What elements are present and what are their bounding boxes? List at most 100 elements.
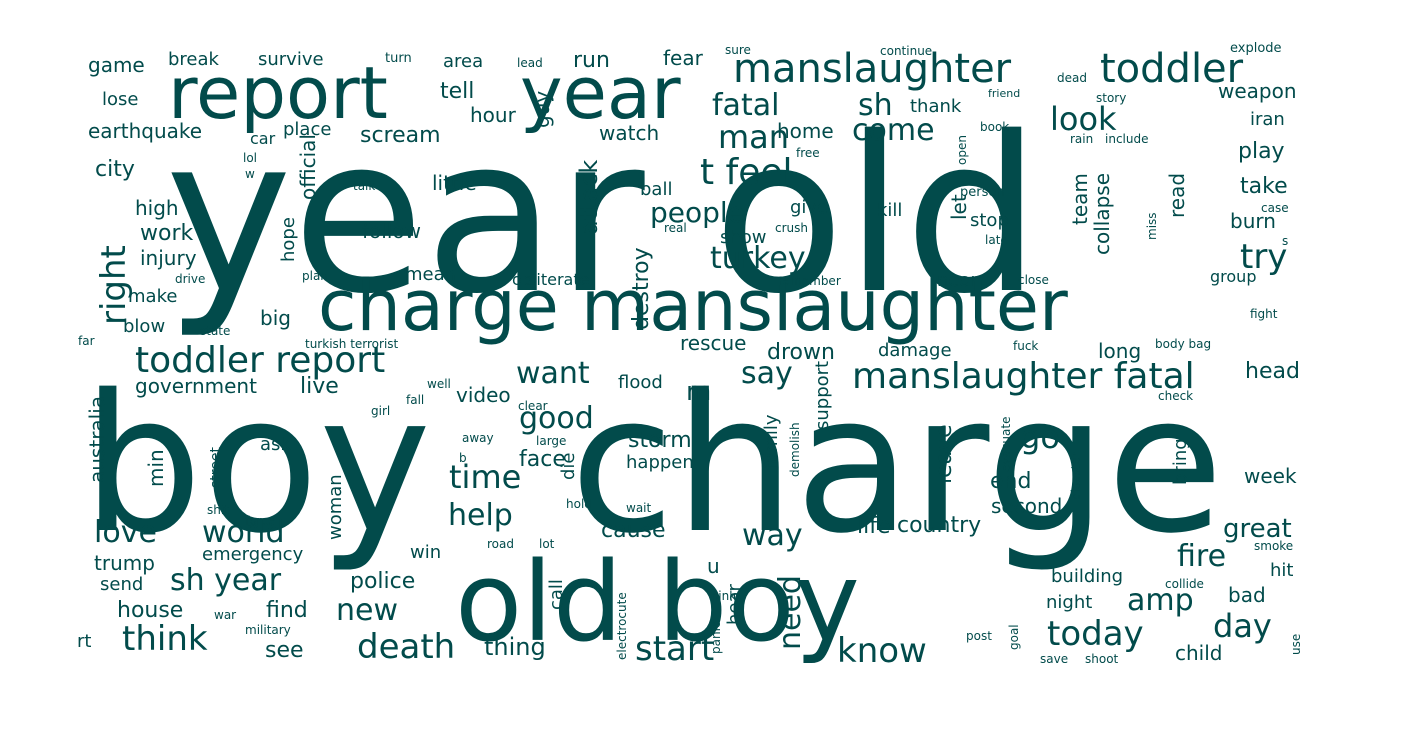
cloud-word-crush: crush: [775, 221, 808, 235]
cloud-word-want: want: [516, 356, 590, 391]
cloud-word-destroy: destroy: [629, 247, 654, 330]
cloud-word-use: use: [1289, 634, 1303, 655]
cloud-word-plan: plan: [302, 269, 328, 283]
cloud-word-tell: tell: [440, 79, 474, 104]
cloud-word-charge: charge: [570, 354, 1224, 575]
cloud-word-blow: blow: [123, 316, 165, 337]
cloud-word-earthquake: earthquake: [88, 119, 202, 143]
cloud-word-people: people: [650, 196, 745, 229]
cloud-word-person: person: [960, 185, 1005, 200]
cloud-word-kill: kill: [877, 200, 902, 221]
cloud-word-show: show: [720, 227, 767, 248]
cloud-word-thank: thank: [910, 96, 962, 117]
cloud-word-storm: storm: [628, 428, 692, 453]
cloud-word-evacuate: evacuate: [999, 417, 1013, 472]
cloud-word-death: death: [357, 627, 455, 667]
cloud-word-obliterate: obliterate: [512, 270, 589, 289]
cloud-word-manslaughter: manslaughter: [733, 46, 1012, 92]
cloud-word-rescue: rescue: [680, 331, 746, 355]
cloud-word-video: video: [456, 383, 511, 407]
cloud-word-away: away: [462, 431, 494, 445]
cloud-word-home: home: [777, 119, 834, 143]
cloud-word-clear: clear: [518, 399, 548, 413]
cloud-word-ball: ball: [640, 179, 672, 200]
cloud-word-today: today: [1047, 614, 1144, 654]
cloud-word-australia: australia: [85, 396, 109, 483]
cloud-word-sh: sh: [858, 88, 893, 123]
cloud-word-cause: cause: [601, 518, 666, 543]
cloud-word-amp: amp: [1127, 583, 1194, 618]
cloud-word-government: government: [135, 374, 257, 398]
cloud-word-wait: wait: [626, 501, 652, 515]
cloud-word-scream: scream: [360, 123, 441, 148]
cloud-word-lose: lose: [102, 89, 138, 110]
cloud-word-sh-year: sh year: [170, 563, 282, 598]
cloud-word-sure: sure: [725, 43, 751, 57]
cloud-word-game: game: [88, 53, 145, 77]
cloud-word-demolish: demolish: [788, 422, 802, 477]
cloud-word-let: let: [947, 194, 971, 220]
cloud-word-lot: lot: [539, 537, 555, 551]
cloud-word-u: u: [707, 554, 720, 578]
cloud-word-m: m: [686, 377, 711, 407]
cloud-word-old-boy: old boy: [455, 538, 860, 666]
cloud-word-fatal: fatal: [712, 88, 779, 123]
cloud-word-die: die: [558, 452, 579, 480]
cloud-word-try: try: [1240, 237, 1287, 277]
cloud-word-include: include: [1105, 132, 1148, 146]
cloud-word-emergency: emergency: [202, 544, 304, 565]
cloud-word-book: book: [980, 120, 1009, 134]
cloud-word-need: need: [773, 575, 808, 650]
cloud-word-night: night: [1046, 592, 1092, 613]
cloud-word-see: see: [265, 638, 304, 663]
cloud-word-military: military: [245, 623, 291, 637]
cloud-word-turn: turn: [385, 51, 412, 66]
cloud-word-smoke: smoke: [1254, 539, 1293, 553]
cloud-word-friend: friend: [988, 87, 1020, 100]
cloud-word-fall: fall: [406, 393, 424, 407]
cloud-word-team: team: [1068, 173, 1092, 225]
cloud-word-guy: guy: [530, 91, 554, 128]
cloud-word-thing: thing: [484, 633, 546, 661]
cloud-word-state: state: [200, 324, 230, 338]
cloud-word-world: world: [202, 515, 285, 550]
cloud-word-toddler-report: toddler report: [135, 340, 385, 381]
cloud-word-stop: stop: [970, 210, 1009, 231]
cloud-word-charge-manslaughter: charge manslaughter: [318, 265, 1068, 347]
cloud-word-hit: hit: [1270, 560, 1293, 581]
cloud-word-week: week: [1244, 464, 1297, 488]
cloud-word-leave: leave: [932, 424, 957, 484]
cloud-word-drown: drown: [767, 340, 835, 365]
cloud-word-turkish-terrorist: turkish terrorist: [305, 337, 399, 351]
cloud-word-good: good: [519, 401, 594, 436]
cloud-word-t-feel: t feel: [700, 152, 793, 193]
cloud-word-panic: panic: [709, 621, 723, 654]
cloud-word-b: b: [459, 451, 467, 465]
cloud-word-save: save: [1040, 652, 1068, 666]
cloud-word-run: run: [573, 48, 610, 73]
cloud-word-goal: goal: [1007, 624, 1021, 650]
cloud-word-family: family: [761, 414, 782, 470]
cloud-word-toddler: toddler: [1100, 46, 1244, 92]
cloud-word-house: house: [117, 598, 183, 623]
cloud-word-survive: survive: [258, 49, 324, 70]
cloud-word-love: love: [94, 515, 157, 550]
cloud-word-hope: hope: [278, 217, 299, 262]
cloud-word-time: time: [449, 458, 521, 496]
cloud-word-say: say: [741, 356, 793, 391]
cloud-word-work: work: [140, 221, 193, 246]
cloud-word-second: second: [991, 494, 1062, 518]
cloud-word-miss: miss: [1145, 212, 1159, 240]
cloud-word-country: country: [897, 513, 981, 538]
cloud-word-area: area: [443, 51, 483, 72]
cloud-word-far: far: [78, 334, 95, 348]
cloud-word-road: road: [487, 537, 514, 551]
cloud-word-manslaughter-fatal: manslaughter fatal: [852, 356, 1195, 397]
cloud-word-hear: hear: [724, 583, 745, 625]
cloud-word-life: life: [857, 514, 891, 539]
cloud-word-electrocute: electrocute: [615, 592, 629, 660]
cloud-word-collapse: collapse: [1090, 173, 1114, 255]
cloud-word-force: force: [245, 514, 275, 528]
cloud-word-mean: mean: [405, 264, 456, 285]
cloud-word-close: close: [1018, 273, 1049, 287]
